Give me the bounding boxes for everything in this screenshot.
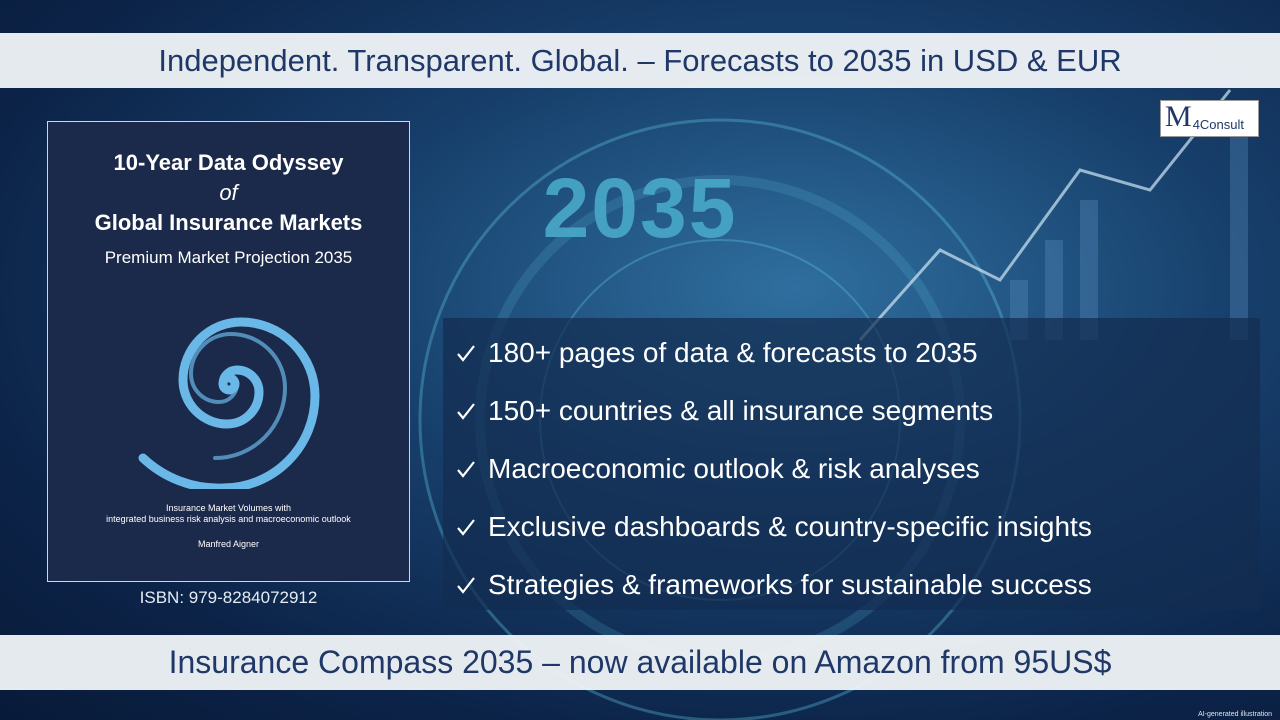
feature-text: Exclusive dashboards & country-specific … — [488, 511, 1092, 542]
spiral — [138, 317, 320, 489]
book-cover: 10-Year Data Odyssey of Global Insurance… — [47, 121, 410, 582]
book-author: Manfred Aigner — [197, 539, 260, 549]
book-title-line: Global Insurance Markets — [94, 210, 363, 235]
feature-item: Strategies & frameworks for sustainable … — [456, 569, 1092, 601]
book-description-line: Insurance Market Volumes with — [165, 503, 292, 513]
logo-text: 4Consult — [1192, 117, 1244, 132]
book-title-line: 10-Year Data Odyssey — [113, 150, 344, 175]
isbn: ISBN: 979-8284072912 — [139, 588, 318, 607]
check-icon — [457, 461, 475, 478]
check-icon — [457, 519, 475, 536]
feature-item: Macroeconomic outlook & risk analyses — [456, 453, 980, 485]
feature-panel — [443, 318, 1260, 610]
check-icon — [457, 577, 475, 594]
bottom-banner: Insurance Compass 2035 – now available o… — [0, 635, 1280, 690]
book-title-line: of — [219, 180, 238, 205]
footnote: AI-generated illustration — [1198, 711, 1272, 718]
feature-item: 150+ countries & all insurance segments — [456, 395, 993, 427]
feature-text: Macroeconomic outlook & risk analyses — [488, 453, 980, 484]
check-icon — [457, 403, 475, 420]
top-banner: Independent. Transparent. Global. – Fore… — [0, 33, 1280, 88]
logo-mark: M — [1165, 100, 1192, 133]
check-icon — [457, 345, 475, 362]
feature-item: 180+ pages of data & forecasts to 2035 — [456, 337, 978, 369]
feature-text: 150+ countries & all insurance segments — [488, 395, 994, 426]
feature-item: Exclusive dashboards & country-specific … — [456, 511, 1092, 543]
book-description-line: integrated business risk analysis and ma… — [106, 514, 351, 524]
logo: M 4Consult — [1160, 100, 1259, 137]
feature-text: 180+ pages of data & forecasts to 2035 — [488, 337, 978, 368]
feature-text: Strategies & frameworks for sustainable … — [488, 569, 1092, 600]
background-year: 2035 — [542, 161, 738, 255]
book-subtitle: Premium Market Projection 2035 — [104, 248, 353, 267]
